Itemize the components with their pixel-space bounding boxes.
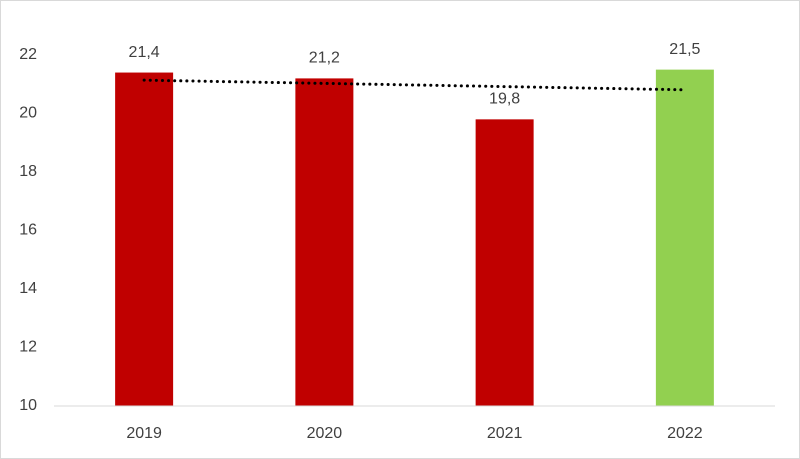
y-tick-label: 14 [19,280,37,297]
y-tick-label: 12 [19,339,37,356]
value-label: 21,5 [669,41,700,58]
y-tick-label: 16 [19,222,37,239]
x-tick-label: 2020 [307,425,343,442]
x-tick-label: 2022 [667,425,703,442]
bar [115,72,174,407]
bar [475,119,534,406]
x-tick-label: 2021 [487,425,523,442]
y-tick-label: 10 [19,397,37,414]
value-label: 21,2 [309,50,340,67]
value-label: 19,8 [489,91,520,108]
trendline [142,78,687,92]
x-tick-label: 2019 [126,425,162,442]
y-tick-label: 20 [19,105,37,122]
y-tick-label: 22 [19,46,37,63]
value-label: 21,4 [129,44,160,61]
bar [295,78,354,407]
y-tick-label: 18 [19,163,37,180]
bar [655,69,714,406]
